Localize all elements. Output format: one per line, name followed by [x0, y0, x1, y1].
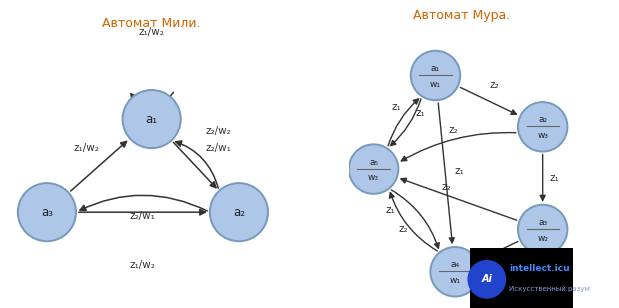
- Circle shape: [430, 247, 480, 297]
- Text: a₅: a₅: [369, 158, 378, 167]
- Text: a₂: a₂: [233, 206, 245, 219]
- Circle shape: [468, 261, 506, 298]
- Text: Искусственный разум: Искусственный разум: [509, 285, 591, 292]
- Text: z₂/w₂: z₂/w₂: [206, 126, 232, 136]
- Text: w₃: w₃: [368, 173, 379, 182]
- Text: a₄: a₄: [451, 260, 460, 269]
- Circle shape: [349, 144, 399, 194]
- Circle shape: [123, 90, 181, 148]
- Text: z₂: z₂: [449, 125, 459, 135]
- Text: w₁: w₁: [449, 276, 461, 285]
- Text: Ai: Ai: [482, 274, 492, 284]
- Text: z₁/w₂: z₁/w₂: [130, 260, 156, 270]
- Text: z₁/w₂: z₁/w₂: [73, 143, 99, 153]
- Text: Автомат Мура.: Автомат Мура.: [412, 9, 510, 22]
- Text: z₂/w₁: z₂/w₁: [130, 211, 156, 221]
- Text: Автомат Мили.: Автомат Мили.: [102, 17, 201, 30]
- Text: z₂: z₂: [501, 250, 511, 260]
- Text: z₁: z₁: [550, 173, 560, 183]
- Circle shape: [518, 205, 568, 254]
- Text: w₃: w₃: [537, 131, 548, 140]
- Text: z₁: z₁: [385, 205, 395, 215]
- Text: z₂: z₂: [441, 182, 451, 192]
- Circle shape: [411, 51, 461, 100]
- Text: z₁: z₁: [455, 166, 464, 176]
- Text: intellect.icu: intellect.icu: [509, 264, 570, 273]
- Text: w₂: w₂: [537, 234, 548, 243]
- Text: a₃: a₃: [538, 218, 547, 227]
- Text: a₂: a₂: [538, 116, 547, 124]
- Text: z₁: z₁: [415, 108, 425, 118]
- Circle shape: [518, 102, 568, 152]
- Text: z₁: z₁: [391, 102, 401, 112]
- Text: z₁/w₂: z₁/w₂: [139, 27, 165, 37]
- Text: a₁: a₁: [145, 113, 158, 126]
- Text: z₂: z₂: [490, 79, 499, 90]
- Text: z₂/w₁: z₂/w₁: [206, 143, 232, 153]
- Text: a₁: a₁: [431, 64, 440, 73]
- Circle shape: [18, 183, 76, 241]
- Text: z₂: z₂: [399, 225, 409, 234]
- Text: a₃: a₃: [41, 206, 53, 219]
- Circle shape: [210, 183, 268, 241]
- Text: w₁: w₁: [430, 80, 441, 89]
- FancyBboxPatch shape: [470, 248, 573, 308]
